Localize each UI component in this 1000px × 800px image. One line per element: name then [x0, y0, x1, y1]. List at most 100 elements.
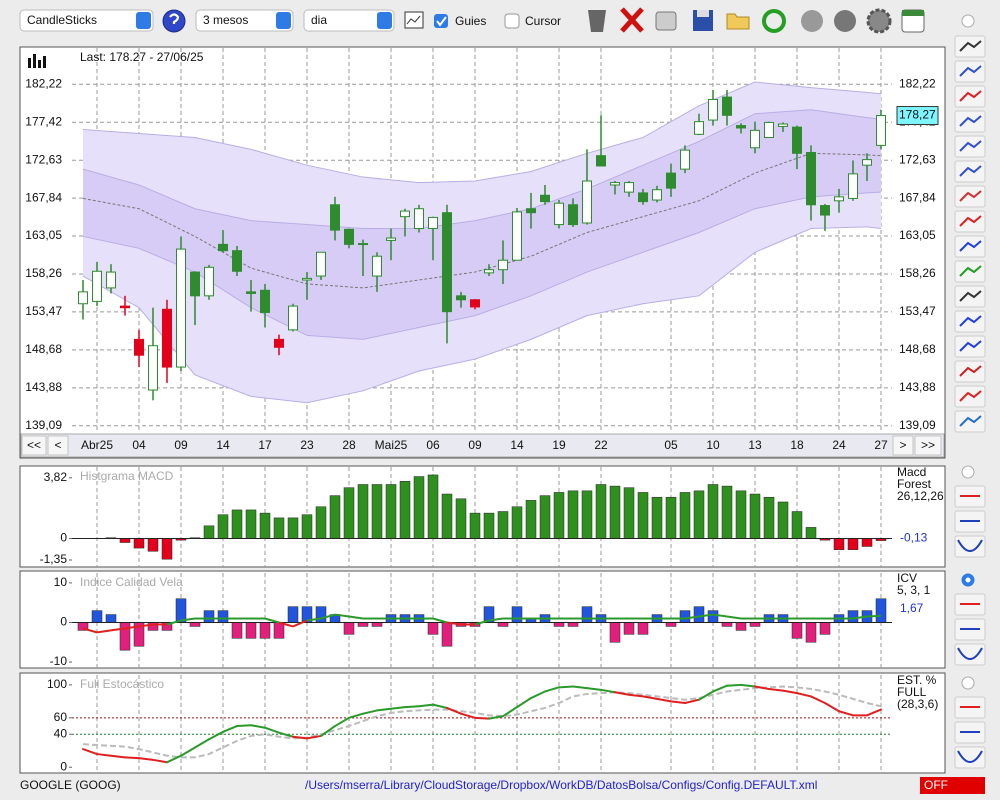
candle-body — [526, 208, 536, 214]
tool-button[interactable] — [954, 210, 986, 233]
bar — [245, 509, 257, 539]
tool-button[interactable] — [954, 60, 986, 83]
y-tick-label: 3,82 — [44, 470, 68, 484]
candle-body — [708, 98, 718, 121]
bar — [693, 606, 705, 623]
tool-button[interactable] — [954, 410, 986, 433]
y-tick-label-right: 163,05 — [899, 228, 936, 242]
euro-icon[interactable] — [834, 10, 856, 32]
camera-icon[interactable] — [655, 11, 677, 31]
open-icon[interactable] — [726, 13, 750, 30]
tool-button[interactable] — [954, 260, 986, 283]
bar — [287, 517, 299, 539]
bar — [847, 538, 859, 550]
panel-title: Histgrama MACD — [80, 469, 174, 483]
first-button[interactable] — [21, 435, 47, 456]
tool-button[interactable] — [954, 746, 986, 769]
bar — [441, 493, 453, 539]
bars-icon — [28, 54, 46, 68]
first-label: << — [27, 438, 41, 452]
panel-legend: 5, 3, 1 — [897, 583, 931, 597]
stoch-k-segment — [376, 707, 392, 712]
bar — [231, 509, 243, 539]
tool-button[interactable] — [954, 85, 986, 108]
candle-body — [92, 270, 102, 302]
signal-segment — [348, 615, 364, 620]
settings-icon[interactable] — [866, 8, 892, 34]
period-select[interactable] — [195, 9, 294, 32]
x-tick-label: 10 — [706, 438, 720, 452]
signal-segment — [446, 621, 462, 626]
x-tick-label: 28 — [342, 438, 356, 452]
trash-icon[interactable] — [588, 10, 606, 32]
tool-button[interactable] — [954, 643, 986, 666]
candle-body — [78, 291, 88, 305]
tool-button[interactable] — [954, 310, 986, 333]
panel-legend: Forest — [897, 477, 932, 491]
candle-body — [582, 180, 592, 224]
y-tick-label: 158,26 — [25, 266, 62, 280]
download-icon[interactable] — [801, 10, 823, 32]
bar — [427, 474, 439, 539]
candle-body — [778, 123, 788, 127]
config-path[interactable]: /Users/mserra/Library/CloudStorage/Dropb… — [305, 778, 817, 792]
cursor-checkbox[interactable] — [504, 13, 520, 29]
prev-button[interactable] — [47, 435, 69, 456]
bar — [581, 490, 593, 539]
x-tick-label: 14 — [216, 438, 230, 452]
tool-glyph — [959, 365, 982, 377]
tool-button[interactable] — [954, 185, 986, 208]
x-tick-label: 24 — [832, 438, 846, 452]
signal-segment — [278, 621, 294, 628]
candle-body — [274, 338, 284, 348]
refresh-icon[interactable] — [762, 9, 786, 33]
chart-icon[interactable] — [404, 11, 424, 29]
stoch-k-segment — [530, 690, 546, 700]
bar — [581, 606, 593, 623]
bar — [651, 496, 663, 539]
tool-button[interactable] — [954, 360, 986, 383]
tool-button[interactable] — [954, 235, 986, 258]
tool-button[interactable] — [954, 335, 986, 358]
stoch-k-segment — [600, 688, 616, 694]
status-box[interactable] — [920, 777, 985, 794]
panel-radio[interactable] — [961, 676, 975, 690]
bar — [511, 506, 523, 539]
symbol: GOOGLE (GOOG) — [20, 778, 121, 792]
candle-body — [302, 277, 312, 281]
tool-button[interactable] — [954, 385, 986, 408]
bar — [525, 500, 537, 539]
stoch-k-segment — [628, 693, 644, 698]
tool-button[interactable] — [954, 110, 986, 133]
bar — [413, 476, 425, 539]
stoch-k-segment — [96, 753, 112, 757]
last-button[interactable] — [914, 435, 942, 456]
candle-body — [344, 228, 354, 245]
delete-icon[interactable] — [620, 7, 644, 33]
x-tick-label: 13 — [748, 438, 762, 452]
signal-segment — [166, 619, 182, 626]
guides-checkbox[interactable] — [434, 14, 448, 28]
tool-button[interactable] — [954, 160, 986, 183]
bar — [301, 514, 313, 539]
candle-body — [260, 289, 270, 313]
tool-button[interactable] — [954, 285, 986, 308]
panel-radio[interactable] — [961, 465, 975, 479]
candle-body — [764, 121, 774, 138]
stoch-k-segment — [432, 703, 448, 709]
tool-button[interactable] — [954, 535, 986, 558]
signal-segment — [712, 613, 728, 618]
tool-button[interactable] — [954, 135, 986, 158]
bar — [371, 622, 383, 627]
bar — [497, 511, 509, 539]
tool-column — [954, 35, 986, 769]
candle-body — [512, 211, 522, 261]
chart-type-select[interactable] — [19, 9, 154, 32]
panel-legend: Macd — [897, 465, 926, 479]
radio[interactable] — [961, 14, 975, 28]
signal-segment — [264, 617, 280, 624]
interval-select[interactable] — [303, 9, 395, 32]
tool-button[interactable] — [954, 35, 986, 58]
next-button[interactable] — [892, 435, 914, 456]
bar — [385, 484, 397, 539]
